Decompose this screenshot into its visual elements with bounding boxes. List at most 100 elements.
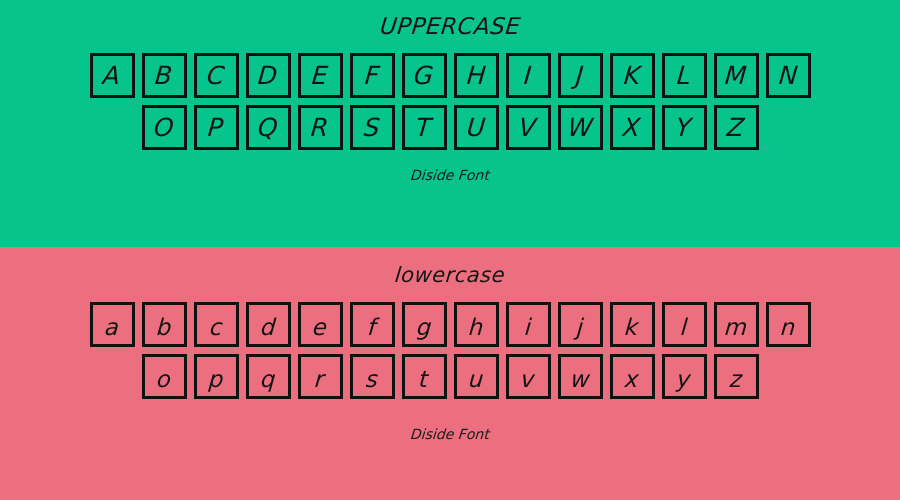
glyph-cell-lowercase-f: f [349,302,395,347]
glyph-lowercase-u: u [467,367,485,393]
glyph-cell-uppercase-G: G [401,53,447,98]
glyph-cell-uppercase-V: V [505,105,551,150]
glyph-lowercase-j: j [575,315,585,341]
glyph-lowercase-d: d [259,315,277,341]
glyph-cell-uppercase-O: O [141,105,187,150]
glyph-uppercase-B: B [154,61,174,90]
lowercase-panel: lowercase a b c d e f g h i j k l m n o p q r s t u v w x y z Di… [0,247,900,500]
glyph-cell-uppercase-N: N [765,53,811,98]
glyph-uppercase-W: W [566,113,594,142]
glyph-cell-uppercase-P: P [193,105,239,150]
glyph-cell-uppercase-S: S [349,105,395,150]
uppercase-caption: Diside Font [409,168,491,184]
lowercase-row-2: o p q r s t u v w x y z [141,354,759,399]
glyph-cell-uppercase-Z: Z [713,105,759,150]
glyph-cell-lowercase-g: g [401,302,447,347]
glyph-uppercase-P: P [207,113,225,142]
glyph-uppercase-R: R [310,113,330,142]
glyph-cell-lowercase-i: i [505,302,551,347]
glyph-uppercase-D: D [257,61,279,90]
glyph-cell-uppercase-C: C [193,53,239,98]
glyph-cell-lowercase-r: r [297,354,343,399]
glyph-cell-lowercase-n: n [765,302,811,347]
glyph-cell-uppercase-M: M [713,53,759,98]
glyph-lowercase-s: s [364,367,380,393]
glyph-uppercase-Z: Z [726,113,746,142]
glyph-cell-uppercase-U: U [453,105,499,150]
glyph-lowercase-r: r [314,367,326,393]
glyph-cell-lowercase-m: m [713,302,759,347]
glyph-uppercase-Y: Y [675,113,693,142]
glyph-lowercase-z: z [728,367,744,393]
glyph-uppercase-S: S [362,113,382,142]
glyph-cell-lowercase-o: o [141,354,187,399]
glyph-lowercase-w: w [569,367,591,393]
glyph-lowercase-h: h [467,315,485,341]
glyph-lowercase-v: v [520,367,536,393]
glyph-cell-lowercase-c: c [193,302,239,347]
glyph-uppercase-G: G [413,61,435,90]
glyph-uppercase-K: K [622,61,642,90]
glyph-uppercase-J: J [575,61,585,90]
glyph-lowercase-o: o [155,367,173,393]
glyph-lowercase-x: x [624,367,640,393]
lowercase-row-1: a b c d e f g h i j k l m n [89,302,811,347]
glyph-lowercase-l: l [679,315,689,341]
glyph-cell-uppercase-D: D [245,53,291,98]
glyph-cell-uppercase-H: H [453,53,499,98]
glyph-uppercase-I: I [523,61,533,90]
glyph-lowercase-k: k [624,315,640,341]
glyph-uppercase-O: O [152,113,176,142]
glyph-lowercase-n: n [779,315,797,341]
glyph-cell-lowercase-y: y [661,354,707,399]
glyph-uppercase-L: L [675,61,693,90]
glyph-cell-uppercase-R: R [297,105,343,150]
glyph-lowercase-q: q [259,367,277,393]
lowercase-caption: Diside Font [409,427,491,443]
glyph-cell-lowercase-s: s [349,354,395,399]
glyph-cell-lowercase-v: v [505,354,551,399]
uppercase-title: UPPERCASE [378,14,522,40]
glyph-cell-lowercase-b: b [141,302,187,347]
glyph-cell-uppercase-Q: Q [245,105,291,150]
glyph-uppercase-M: M [723,61,749,90]
glyph-lowercase-f: f [366,315,378,341]
glyph-cell-lowercase-q: q [245,354,291,399]
glyph-uppercase-U: U [465,113,487,142]
glyph-uppercase-A: A [102,61,122,90]
glyph-cell-uppercase-T: T [401,105,447,150]
glyph-lowercase-i: i [523,315,533,341]
glyph-cell-lowercase-k: k [609,302,655,347]
glyph-cell-lowercase-d: d [245,302,291,347]
glyph-cell-lowercase-t: t [401,354,447,399]
glyph-lowercase-t: t [418,367,430,393]
glyph-cell-uppercase-B: B [141,53,187,98]
glyph-lowercase-b: b [155,315,173,341]
glyph-cell-uppercase-E: E [297,53,343,98]
glyph-cell-lowercase-x: x [609,354,655,399]
glyph-uppercase-N: N [777,61,799,90]
glyph-uppercase-Q: Q [256,113,280,142]
glyph-cell-lowercase-h: h [453,302,499,347]
glyph-cell-uppercase-I: I [505,53,551,98]
glyph-cell-lowercase-e: e [297,302,343,347]
glyph-lowercase-a: a [103,315,121,341]
glyph-cell-uppercase-J: J [557,53,603,98]
glyph-lowercase-c: c [208,315,224,341]
glyph-cell-lowercase-j: j [557,302,603,347]
glyph-cell-uppercase-W: W [557,105,603,150]
glyph-lowercase-g: g [415,315,433,341]
glyph-uppercase-E: E [310,61,330,90]
glyph-lowercase-m: m [723,315,749,341]
glyph-lowercase-e: e [311,315,329,341]
glyph-cell-uppercase-K: K [609,53,655,98]
glyph-uppercase-V: V [518,113,538,142]
glyph-cell-lowercase-p: p [193,354,239,399]
glyph-lowercase-y: y [676,367,692,393]
glyph-lowercase-p: p [207,367,225,393]
glyph-uppercase-X: X [622,113,642,142]
